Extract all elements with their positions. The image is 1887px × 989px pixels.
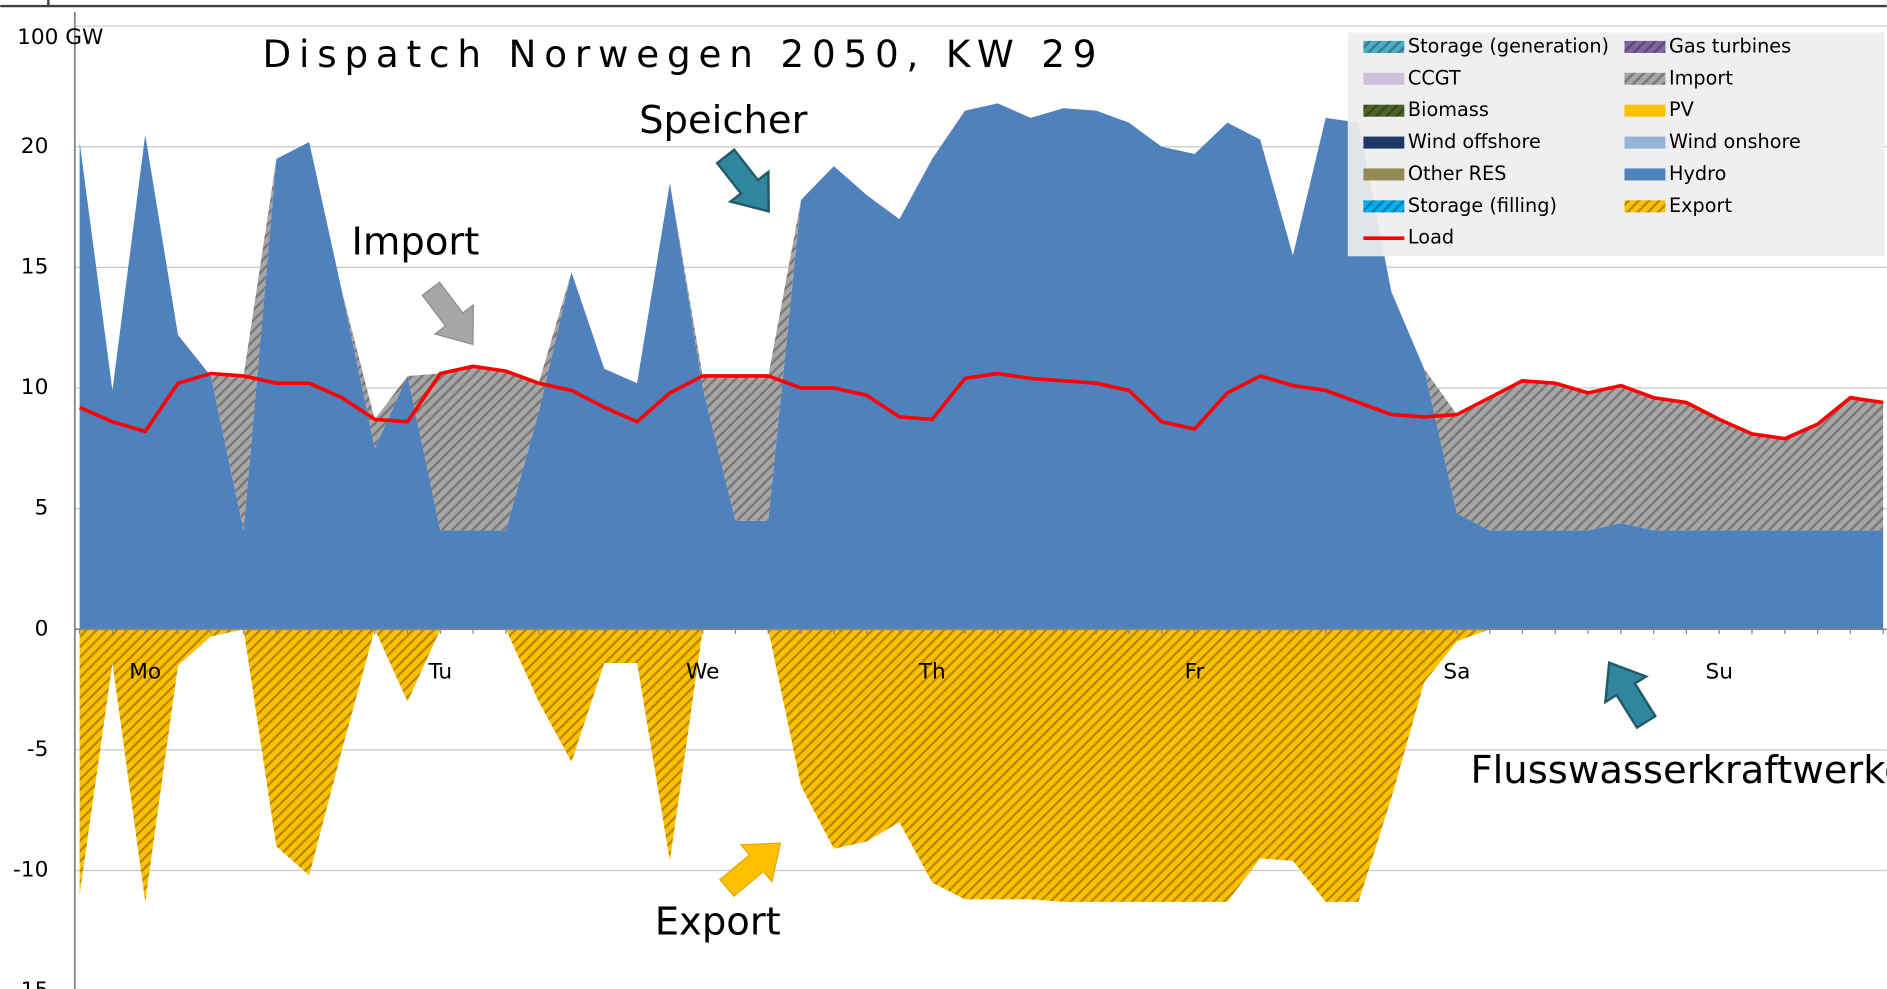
y-tick-label: 15 (21, 254, 49, 279)
legend-label: Load (1408, 226, 1454, 249)
legend-label: Storage (generation) (1408, 34, 1609, 57)
legend-swatch (1624, 40, 1666, 53)
legend-label: Wind offshore (1408, 130, 1541, 153)
legend-label: PV (1669, 98, 1695, 121)
annotation: Export (655, 900, 781, 945)
arrow (715, 148, 770, 213)
legend-label: Gas turbines (1669, 34, 1791, 57)
legend-swatch (1363, 40, 1405, 53)
legend-swatch (1363, 136, 1405, 149)
lines (78, 364, 1884, 441)
y-tick-label: 5 (35, 496, 49, 521)
x-tick-label: Tu (428, 660, 453, 685)
y-tick-label: -15 (13, 978, 48, 989)
annotation: Flusswasserkraftwerke (1470, 748, 1887, 793)
x-tick-label: Mo (129, 660, 161, 685)
x-tick-label: We (686, 660, 719, 685)
arrows (421, 148, 1657, 898)
legend-swatch (1624, 168, 1666, 181)
x-tick-label: Fr (1185, 660, 1205, 685)
legend-swatch (1624, 72, 1666, 85)
legend-label: Biomass (1408, 98, 1489, 121)
legend-swatch (1624, 136, 1666, 149)
legend-box (1347, 32, 1885, 257)
legend: Storage (generation) Gas turbines CCGT Impo… (1347, 32, 1885, 257)
annotation: Speicher (639, 98, 808, 143)
line (78, 364, 1884, 441)
y-tick-label: 20 (21, 134, 49, 159)
arrow (719, 842, 782, 898)
y-tick-label: -10 (13, 857, 48, 882)
arrow (1603, 661, 1657, 730)
chart-title: Dispatch Norwegen 2050, KW 29 (263, 32, 1105, 76)
y-tick-label: 100 GW (17, 25, 103, 50)
legend-label: CCGT (1408, 66, 1461, 89)
axis: -15 -10 -5 0 5 10 15 20 100 GW Mo Tu We Th Fr Sa Su (13, 12, 1887, 989)
annotation: Import (352, 220, 480, 265)
legend-swatch (1363, 72, 1405, 85)
area (79, 629, 1884, 902)
areas (79, 103, 1884, 902)
legend-label: Storage (filling) (1408, 194, 1557, 217)
legend-label: Import (1669, 66, 1733, 89)
x-tick-label: Su (1705, 660, 1732, 685)
legend-swatch (1624, 104, 1666, 117)
legend-label: Wind onshore (1669, 130, 1801, 153)
legend-swatch (1363, 104, 1405, 117)
x-tick-label: Th (918, 660, 946, 685)
x-tick-label: Sa (1443, 660, 1470, 685)
legend-swatch (1363, 168, 1405, 181)
y-tick-label: 10 (21, 375, 49, 400)
legend-label: Other RES (1408, 162, 1507, 185)
legend-label: Hydro (1669, 162, 1726, 185)
legend-swatch (1363, 200, 1405, 213)
area (79, 103, 1884, 630)
legend-swatch (1624, 200, 1666, 213)
arrow (421, 281, 474, 346)
y-tick-label: 0 (35, 616, 49, 641)
legend-label: Export (1669, 194, 1732, 217)
y-tick-label: -5 (27, 737, 49, 762)
area (79, 103, 1884, 531)
